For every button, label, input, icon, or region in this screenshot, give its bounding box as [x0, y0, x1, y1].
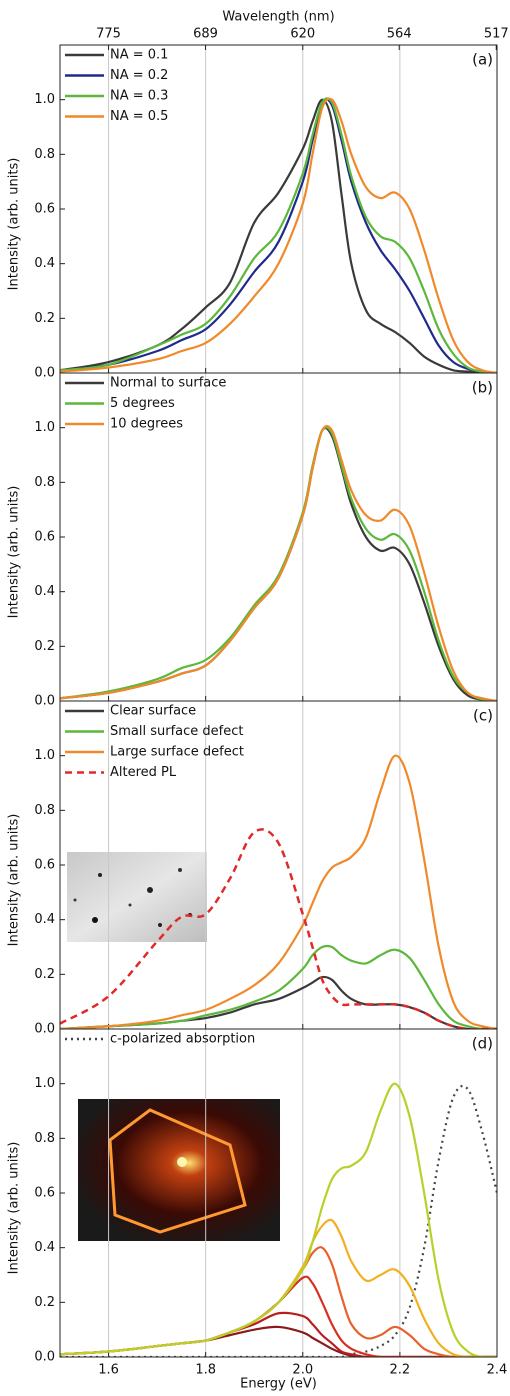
legend-label: NA = 0.3: [110, 89, 168, 104]
y-tick-label: 0.2: [34, 311, 55, 326]
legend-label: Normal to surface: [110, 376, 226, 391]
panel-label: (a): [472, 51, 493, 69]
series-line: [60, 828, 497, 1029]
legend-label: NA = 0.1: [110, 48, 168, 63]
y-axis-label: Intensity (arb. units): [7, 814, 22, 947]
legend-label: Small surface defect: [110, 724, 244, 739]
series-line: [60, 426, 497, 701]
y-tick-label: 0.0: [34, 1350, 55, 1365]
panel-label: (d): [472, 1035, 493, 1053]
legend-label: Altered PL: [110, 765, 177, 780]
y-tick-label: 0.2: [34, 1295, 55, 1310]
y-tick-label: 0.4: [34, 912, 55, 927]
legend-label: Clear surface: [110, 704, 196, 719]
legend-label: Large surface defect: [110, 745, 244, 760]
x2-tick-label: 620: [290, 27, 315, 42]
legend-label: c-polarized absorption: [110, 1032, 255, 1047]
x-axis-label: Energy (eV): [240, 1377, 317, 1392]
y-tick-label: 0.0: [34, 366, 55, 381]
y-tick-label: 0.0: [34, 1022, 55, 1037]
y-tick-label: 0.8: [34, 147, 55, 162]
legend-label: NA = 0.2: [110, 68, 168, 83]
y-tick-label: 0.8: [34, 1131, 55, 1146]
x-tick-label: 1.8: [195, 1363, 216, 1378]
y-axis-label: Intensity (arb. units): [7, 486, 22, 619]
x2-axis-label: Wavelength (nm): [222, 10, 334, 25]
y-axis-label: Intensity (arb. units): [7, 1142, 22, 1275]
y-tick-label: 0.8: [34, 475, 55, 490]
panel-label: (c): [473, 707, 493, 725]
x2-tick-label: 689: [193, 27, 218, 42]
series-line: [60, 98, 497, 373]
series-line: [60, 1275, 497, 1357]
series-line: [60, 944, 497, 1029]
plot-lines: [60, 97, 497, 373]
y-tick-label: 0.4: [34, 584, 55, 599]
series-line: [60, 97, 497, 373]
inset-crystal-image: [78, 1099, 280, 1241]
series-line: [60, 97, 497, 373]
y-tick-label: 0.4: [34, 256, 55, 271]
plot-lines: [60, 754, 497, 1029]
y-tick-label: 0.4: [34, 1240, 55, 1255]
series-line: [60, 425, 497, 701]
y-tick-label: 0.2: [34, 639, 55, 654]
series-line: [60, 97, 497, 373]
x-tick-label: 2.4: [487, 1363, 508, 1378]
y-tick-label: 0.6: [34, 530, 55, 545]
y-tick-label: 0.8: [34, 803, 55, 818]
y-tick-label: 1.0: [34, 92, 55, 107]
x-tick-label: 2.0: [292, 1363, 313, 1378]
panel-label: (b): [472, 379, 493, 397]
y-tick-label: 0.6: [34, 202, 55, 217]
y-axis-label: Intensity (arb. units): [7, 158, 22, 291]
plot-lines: [60, 1082, 497, 1357]
plot-frame: [59, 1028, 498, 1358]
y-tick-label: 1.0: [34, 748, 55, 763]
series-line: [60, 1082, 497, 1357]
series-line: [60, 426, 497, 701]
series-line: [60, 754, 497, 1029]
y-tick-label: 1.0: [34, 420, 55, 435]
legend-label: 10 degrees: [110, 417, 183, 432]
inset-defect-image: [67, 852, 207, 942]
y-tick-label: 0.6: [34, 1186, 55, 1201]
y-tick-label: 0.0: [34, 694, 55, 709]
y-tick-label: 0.2: [34, 967, 55, 982]
plot-lines: [60, 425, 497, 701]
x-tick-label: 2.2: [390, 1363, 411, 1378]
y-tick-label: 0.6: [34, 858, 55, 873]
x2-tick-label: 775: [96, 27, 121, 42]
x2-tick-label: 517: [484, 27, 509, 42]
x-tick-label: 1.6: [98, 1363, 119, 1378]
series-line: [60, 975, 497, 1029]
legend-label: 5 degrees: [110, 396, 175, 411]
x2-tick-label: 564: [387, 27, 412, 42]
legend-label: NA = 0.5: [110, 109, 168, 124]
y-tick-label: 1.0: [34, 1076, 55, 1091]
